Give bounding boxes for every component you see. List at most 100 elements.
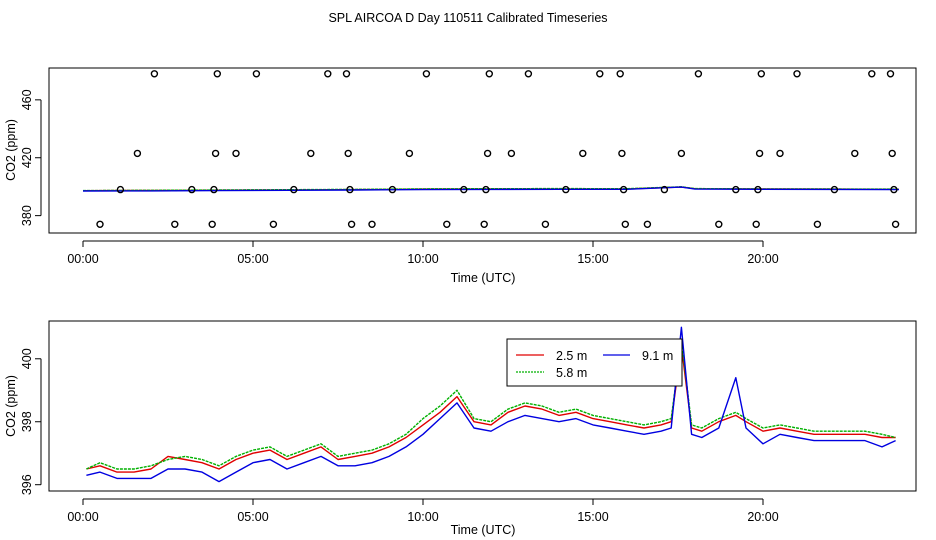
scatter-point <box>541 220 550 229</box>
legend-label-2-5m: 2.5 m <box>556 349 587 363</box>
line-y-ticks: 396 398 400 <box>20 348 42 495</box>
page-title: SPL AIRCOA D Day 110511 Calibrated Times… <box>328 11 607 25</box>
scatter-point <box>347 220 356 229</box>
scatter-x-tick-label: 00:00 <box>67 252 98 266</box>
scatter-point <box>480 220 488 229</box>
scatter-point <box>776 149 784 158</box>
scatter-point <box>443 220 451 229</box>
line-y-tick-label: 398 <box>20 411 34 432</box>
scatter-point <box>694 70 703 78</box>
scatter-y-tick-label: 460 <box>20 89 34 110</box>
scatter-x-tick-label: 20:00 <box>747 252 778 266</box>
scatter-point <box>660 185 669 194</box>
scatter-point <box>133 149 142 158</box>
scatter-point <box>211 149 220 158</box>
scatter-point <box>618 149 626 158</box>
legend: 2.5 m 9.1 m 5.8 m <box>506 338 683 387</box>
scatter-point <box>210 185 218 194</box>
scatter-point <box>213 70 222 78</box>
scatter-point <box>208 220 216 229</box>
line-x-tick-label: 15:00 <box>577 510 608 524</box>
legend-label-9-1m: 9.1 m <box>642 349 673 363</box>
line-x-tick-label: 10:00 <box>407 510 438 524</box>
scatter-point <box>171 220 179 229</box>
scatter-point <box>485 70 493 78</box>
line-x-axis-label: Time (UTC) <box>451 523 516 537</box>
scatter-point <box>888 149 896 158</box>
scatter-point <box>252 70 261 78</box>
scatter-point <box>755 149 764 158</box>
scatter-series-lines <box>82 186 900 192</box>
scatter-point <box>482 185 490 194</box>
line-x-tick-label: 00:00 <box>67 510 98 524</box>
scatter-point <box>619 185 628 194</box>
line-y-tick-label: 396 <box>20 474 34 495</box>
line-x-tick-label: 20:00 <box>747 510 778 524</box>
scatter-point <box>757 70 765 78</box>
scatter-point <box>793 70 801 78</box>
line-series-5-8-m <box>86 339 896 470</box>
scatter-series-9-1-m <box>82 186 900 192</box>
scatter-point <box>507 149 516 158</box>
scatter-y-tick-label: 420 <box>20 147 34 168</box>
scatter-point <box>232 149 240 158</box>
scatter-point <box>422 70 431 78</box>
scatter-point <box>388 185 397 194</box>
scatter-point <box>150 70 159 78</box>
scatter-point <box>754 185 762 194</box>
scatter-point <box>342 70 351 78</box>
scatter-point <box>643 220 652 229</box>
scatter-y-axis-label: CO2 (ppm) <box>4 119 18 181</box>
scatter-y-tick-label: 380 <box>20 205 34 226</box>
scatter-point <box>830 185 839 194</box>
scatter-panel: CO2 (ppm) Time (UTC) 00:00 05:00 10:00 15:0… <box>4 67 917 285</box>
scatter-x-ticks: 00:00 05:00 10:00 15:00 20:00 <box>67 240 779 266</box>
scatter-point <box>188 185 196 194</box>
scatter-plot-frame <box>48 67 917 234</box>
line-panel: CO2 (ppm) Time (UTC) 00:00 05:00 10:00 15:0… <box>4 320 917 537</box>
scatter-point <box>621 220 629 229</box>
legend-label-5-8m: 5.8 m <box>556 366 587 380</box>
scatter-x-tick-label: 05:00 <box>237 252 268 266</box>
scatter-point <box>344 149 352 158</box>
scatter-point <box>269 220 278 229</box>
scatter-x-axis-label: Time (UTC) <box>451 271 516 285</box>
scatter-point <box>483 149 492 158</box>
scatter-point <box>886 70 895 78</box>
scatter-point <box>405 149 414 158</box>
scatter-point <box>324 70 332 78</box>
scatter-point <box>851 149 859 158</box>
scatter-points <box>96 70 900 229</box>
scatter-point <box>524 70 533 78</box>
scatter-point <box>868 70 876 78</box>
scatter-x-tick-label: 15:00 <box>577 252 608 266</box>
line-series-2-5-m <box>86 345 896 473</box>
scatter-point <box>96 220 104 229</box>
scatter-point <box>290 185 298 194</box>
scatter-point <box>715 220 723 229</box>
scatter-point <box>891 220 900 229</box>
line-plot-frame <box>48 320 917 492</box>
line-series-9-1-m <box>86 326 896 483</box>
scatter-point <box>596 70 604 78</box>
scatter-point <box>616 70 624 78</box>
scatter-point <box>346 185 354 194</box>
legend-box <box>506 338 683 387</box>
line-series <box>86 326 896 483</box>
scatter-point <box>460 185 468 194</box>
scatter-point <box>307 149 315 158</box>
scatter-point <box>732 185 740 194</box>
scatter-x-tick-label: 10:00 <box>407 252 438 266</box>
scatter-point <box>116 185 125 194</box>
line-y-tick-label: 400 <box>20 348 34 369</box>
scatter-point <box>813 220 822 229</box>
line-y-axis-label: CO2 (ppm) <box>4 375 18 437</box>
line-x-tick-label: 05:00 <box>237 510 268 524</box>
scatter-point <box>368 220 376 229</box>
scatter-point <box>677 149 686 158</box>
scatter-point <box>752 220 760 229</box>
scatter-point <box>562 185 570 194</box>
scatter-point <box>890 185 898 194</box>
scatter-point <box>579 149 587 158</box>
